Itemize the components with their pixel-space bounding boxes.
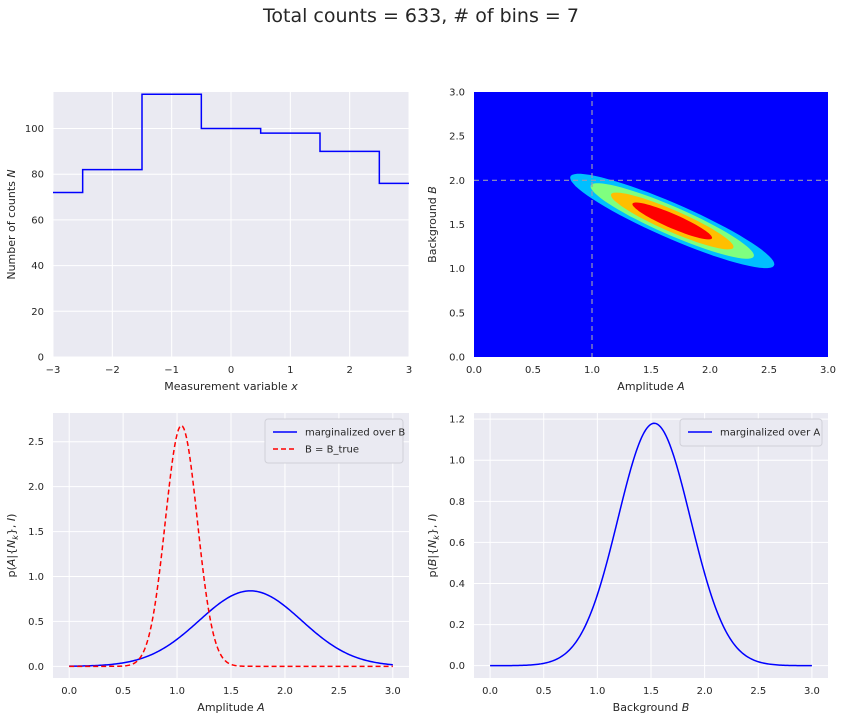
y-tick-label: 100 [25, 124, 44, 135]
y-tick-label: 2.5 [449, 132, 465, 143]
y-tick-label: 40 [31, 261, 44, 272]
x-tick-label: −3 [46, 365, 61, 376]
legend-box [679, 418, 823, 447]
y-tick-label: 1.5 [449, 220, 465, 231]
posterior-contour-panel: 0.0 0.5 1.0 1.5 2.0 2.5 3.0 0.0 0.5 1.0 1.5 2.0 2.5 3… [426, 88, 836, 394]
x-axis-label: Amplitude A [197, 701, 264, 714]
y-tick-label: 1.0 [449, 264, 465, 275]
x-tick-label: 3.0 [804, 686, 820, 697]
x-tick-label: 1.0 [169, 686, 185, 697]
grid-layer [474, 413, 828, 678]
x-tick-label: 3 [406, 365, 412, 376]
y-tick-label: 0.2 [449, 620, 465, 631]
x-tick-label: 2.0 [277, 686, 293, 697]
x-axis-label: Background B [613, 701, 690, 714]
y-tick-label: 2.0 [449, 176, 465, 187]
y-tick-label: 0.4 [449, 579, 465, 590]
y-tick-label: 1.2 [449, 415, 465, 426]
x-tick-label: 2 [346, 365, 352, 376]
histogram-step-line [53, 93, 409, 194]
x-tick-label: 1.5 [643, 365, 659, 376]
y-tick-label: 1.0 [449, 456, 465, 467]
y-tick-label: 1.0 [28, 572, 44, 583]
x-tick-label: −2 [105, 365, 120, 376]
x-tick-label: 0.5 [525, 365, 541, 376]
x-tick-label: 1.5 [643, 686, 659, 697]
y-tick-label: 2.5 [28, 437, 44, 448]
y-tick-label: 60 [31, 215, 44, 226]
y-tick-label: 0.5 [28, 617, 44, 628]
x-tick-label: 2.5 [750, 686, 766, 697]
y-tick-label: 0.5 [449, 308, 465, 319]
x-tick-label: −1 [164, 365, 179, 376]
y-axis-label: Number of counts N [5, 169, 18, 279]
histogram-panel: −3 −2 −1 0 1 2 3 0 20 40 60 80 100 Measurement variab… [5, 92, 412, 393]
grid-layer [52, 92, 410, 358]
x-tick-label: 0.0 [466, 365, 482, 376]
series-line [490, 422, 812, 667]
x-tick-label: 3.0 [820, 365, 836, 376]
y-axis-label: p(A|{Nk}, I) [5, 514, 20, 578]
x-tick-label: 0.5 [536, 686, 552, 697]
x-tick-label: 1 [287, 365, 293, 376]
x-axis-label: Amplitude A [617, 380, 684, 393]
y-tick-label: 1.5 [28, 527, 44, 538]
y-tick-label: 3.0 [449, 88, 465, 99]
x-tick-label: 2.5 [761, 365, 777, 376]
legend-label: marginalized over B [305, 428, 405, 439]
amplitude-marginal-panel: 0.0 0.5 1.0 1.5 2.0 2.5 3.0 0.0 0.5 1.0 1.5 2.0 2.5 m… [5, 413, 409, 714]
x-tick-label: 2.5 [331, 686, 347, 697]
x-tick-label: 1.0 [589, 686, 605, 697]
x-tick-label: 0.0 [61, 686, 77, 697]
background-marginal-panel: 0.0 0.5 1.0 1.5 2.0 2.5 3.0 0.0 0.2 0.4 0.6 0.8 1.0 1… [426, 413, 828, 714]
y-tick-label: 20 [31, 307, 44, 318]
y-axis-label: p(B|{Nk}, I) [426, 514, 441, 578]
x-tick-label: 1.5 [223, 686, 239, 697]
x-tick-label: 0 [228, 365, 234, 376]
legend: marginalized over A [679, 418, 823, 447]
y-tick-label: 0.8 [449, 497, 465, 508]
legend-label: B = B_true [305, 445, 359, 456]
x-axis-label: Measurement variable x [164, 380, 298, 393]
figure-title: Total counts = 633, # of bins = 7 [262, 5, 579, 27]
contour-level [632, 202, 713, 240]
y-tick-label: 80 [31, 170, 44, 181]
y-tick-label: 0.6 [449, 538, 465, 549]
legend-box [264, 418, 404, 464]
x-tick-label: 1.0 [584, 365, 600, 376]
legend: marginalized over B B = B_true [264, 418, 405, 464]
x-tick-label: 2.0 [697, 686, 713, 697]
series-line [69, 590, 393, 667]
legend-label: marginalized over A [720, 428, 820, 439]
x-tick-label: 0.5 [115, 686, 131, 697]
y-tick-label: 0.0 [28, 662, 44, 673]
x-tick-label: 0.0 [482, 686, 498, 697]
y-axis-label: Background B [426, 186, 439, 263]
y-tick-label: 0 [38, 353, 44, 364]
series-line [69, 424, 393, 668]
y-tick-label: 0.0 [449, 661, 465, 672]
y-tick-label: 0.0 [449, 353, 465, 364]
y-tick-label: 2.0 [28, 482, 44, 493]
x-tick-label: 2.0 [702, 365, 718, 376]
x-tick-label: 3.0 [385, 686, 401, 697]
